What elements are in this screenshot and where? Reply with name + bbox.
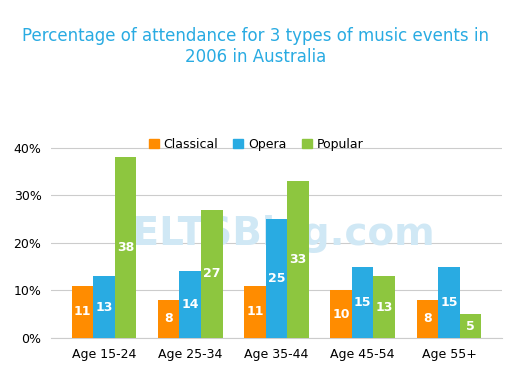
Text: 13: 13: [95, 301, 113, 313]
Text: 13: 13: [376, 301, 393, 313]
Bar: [287, 181, 309, 338]
Text: 11: 11: [74, 305, 91, 318]
Bar: [158, 300, 180, 338]
Bar: [266, 219, 287, 338]
Bar: [438, 266, 460, 338]
Text: 15: 15: [440, 296, 458, 309]
Bar: [201, 210, 223, 338]
Text: 15: 15: [354, 296, 372, 309]
Bar: [244, 286, 266, 338]
Text: Percentage of attendance for 3 types of music events in
2006 in Australia: Percentage of attendance for 3 types of …: [23, 27, 489, 66]
Text: 33: 33: [289, 253, 307, 266]
Text: IELTSBlog.com: IELTSBlog.com: [118, 215, 435, 253]
Text: 10: 10: [332, 308, 350, 321]
Bar: [115, 157, 136, 338]
Text: 5: 5: [466, 319, 475, 333]
Bar: [373, 276, 395, 338]
Text: 27: 27: [203, 267, 221, 280]
Text: 11: 11: [246, 305, 264, 318]
Text: 8: 8: [423, 313, 432, 325]
Bar: [352, 266, 373, 338]
Bar: [330, 290, 352, 338]
Bar: [180, 271, 201, 338]
Text: 8: 8: [164, 313, 173, 325]
Text: 38: 38: [117, 241, 134, 254]
Text: 25: 25: [268, 272, 285, 285]
Bar: [93, 276, 115, 338]
Bar: [417, 300, 438, 338]
Legend: Classical, Opera, Popular: Classical, Opera, Popular: [143, 133, 369, 156]
Text: 14: 14: [181, 298, 199, 311]
Bar: [460, 314, 481, 338]
Bar: [72, 286, 93, 338]
